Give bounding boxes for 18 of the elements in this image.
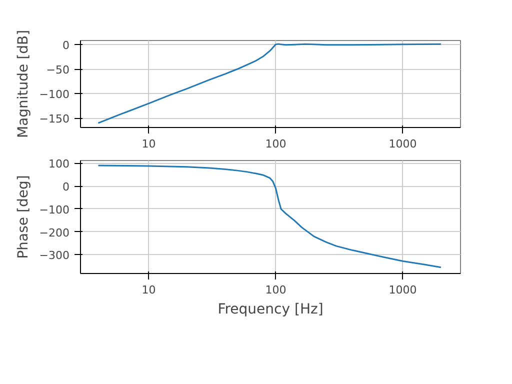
y-tick-label: −200 <box>39 226 70 240</box>
y-axis-title: Phase [deg] <box>15 175 32 259</box>
x-tick-label: 1000 <box>388 284 417 296</box>
y-tick-label: −100 <box>39 203 70 216</box>
y-tick-label: −150 <box>39 112 70 126</box>
y-tick-label: 0 <box>62 180 70 194</box>
y-tick-label: −50 <box>46 64 70 77</box>
x-tick-label: 10 <box>142 138 156 150</box>
x-tick-label: 10 <box>142 284 156 296</box>
y-axis-title: Magnitude [dB] <box>15 30 32 138</box>
y-tick-label: −300 <box>39 249 70 262</box>
x-axis-title: Frequency [Hz] <box>218 302 324 318</box>
x-tick-label: 1000 <box>388 138 417 150</box>
y-tick-label: 0 <box>62 38 70 52</box>
x-tick-label: 100 <box>265 284 286 296</box>
y-tick-label: −100 <box>39 88 70 102</box>
y-tick-label: 100 <box>48 158 70 171</box>
x-tick-label: 100 <box>265 138 286 150</box>
